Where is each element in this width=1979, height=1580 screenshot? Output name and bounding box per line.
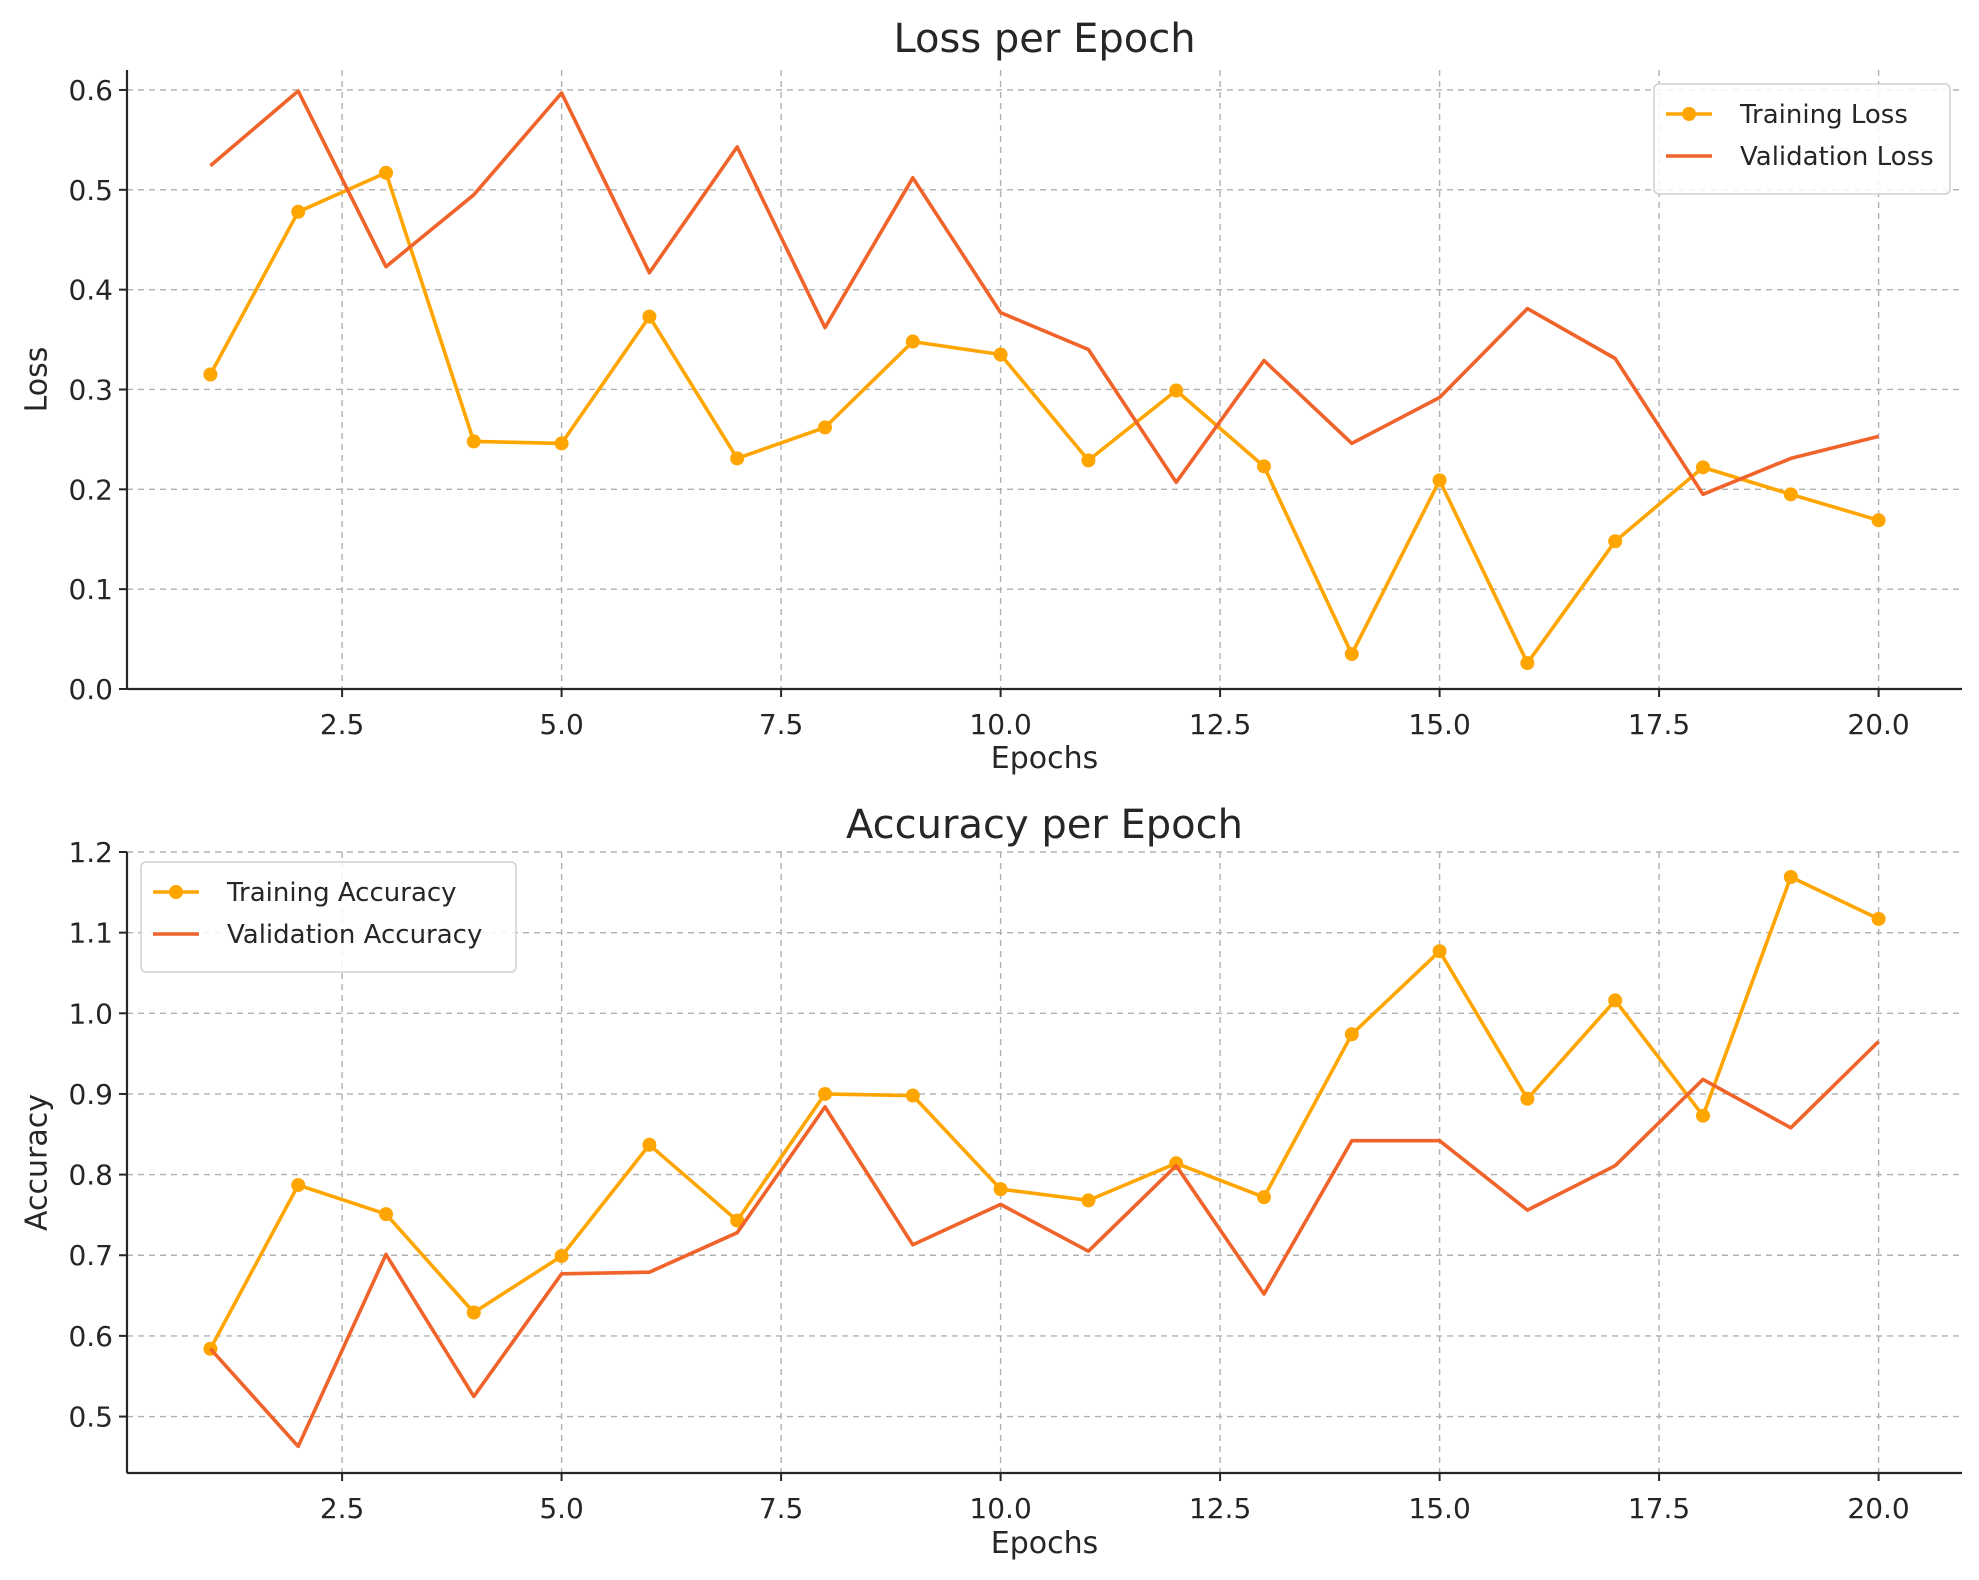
data-point bbox=[554, 436, 569, 451]
y-tick-label: 0.9 bbox=[68, 1078, 113, 1111]
y-tick-label: 0.8 bbox=[68, 1159, 113, 1192]
y-tick-label: 1.2 bbox=[68, 836, 113, 869]
data-point bbox=[1432, 944, 1447, 959]
chart-title: Accuracy per Epoch bbox=[846, 802, 1243, 848]
data-point bbox=[1695, 1108, 1710, 1123]
data-point bbox=[1256, 459, 1271, 474]
data-point bbox=[1520, 1091, 1535, 1106]
data-point bbox=[1081, 1193, 1096, 1208]
data-point bbox=[466, 1305, 481, 1320]
data-point bbox=[466, 434, 481, 449]
y-tick-label: 0.3 bbox=[68, 373, 113, 406]
x-tick-label: 17.5 bbox=[1628, 1492, 1690, 1525]
data-point bbox=[554, 1249, 569, 1264]
x-tick-label: 10.0 bbox=[969, 708, 1031, 741]
data-point bbox=[818, 1086, 833, 1101]
x-tick-label: 2.5 bbox=[320, 708, 365, 741]
data-point bbox=[291, 1178, 306, 1193]
data-point bbox=[818, 420, 833, 435]
y-tick-label: 0.6 bbox=[68, 74, 113, 107]
x-tick-label: 15.0 bbox=[1408, 1492, 1470, 1525]
data-point bbox=[1871, 513, 1886, 528]
data-point bbox=[730, 1213, 745, 1228]
data-point bbox=[993, 1182, 1008, 1197]
legend-label: Validation Loss bbox=[1740, 142, 1934, 172]
x-tick-label: 12.5 bbox=[1189, 708, 1251, 741]
data-point bbox=[379, 1207, 394, 1222]
y-tick-label: 0.0 bbox=[68, 673, 113, 706]
y-tick-label: 0.5 bbox=[68, 1401, 113, 1434]
data-point bbox=[1344, 1027, 1359, 1042]
series-validation-loss bbox=[209, 89, 1880, 497]
y-axis-label: Accuracy bbox=[20, 1094, 55, 1231]
data-point bbox=[1520, 656, 1535, 671]
legend-label: Training Accuracy bbox=[226, 878, 457, 908]
accuracy-chart: Accuracy per Epoch Epochs Accuracy 2.5 5.… bbox=[20, 802, 1962, 1561]
y-tick-label: 0.2 bbox=[68, 473, 113, 506]
legend: Training Loss Validation Loss bbox=[1653, 83, 1951, 195]
legend-swatch-marker bbox=[1682, 107, 1696, 121]
legend: Training Accuracy Validation Accuracy bbox=[140, 861, 517, 973]
y-tick-label: 0.1 bbox=[68, 573, 113, 606]
y-tick-label: 1.1 bbox=[68, 917, 113, 950]
y-tick-label: 0.7 bbox=[68, 1239, 113, 1272]
x-tick-label: 2.5 bbox=[320, 1492, 365, 1525]
y-axis-label: Loss bbox=[20, 347, 55, 413]
series-training-accuracy bbox=[203, 870, 1886, 1356]
data-point bbox=[1081, 453, 1096, 468]
x-tick-label: 5.0 bbox=[539, 1492, 584, 1525]
data-point bbox=[642, 309, 657, 324]
series-line bbox=[208, 171, 1880, 665]
series-line bbox=[209, 1040, 1880, 1449]
data-point bbox=[905, 1088, 920, 1103]
data-point bbox=[730, 451, 745, 466]
y-tick-label: 1.0 bbox=[68, 997, 113, 1030]
data-point bbox=[993, 347, 1008, 362]
x-tick-label: 20.0 bbox=[1847, 1492, 1909, 1525]
x-tick-label: 5.0 bbox=[539, 708, 584, 741]
data-point bbox=[1783, 870, 1798, 885]
legend-label: Validation Accuracy bbox=[227, 920, 482, 950]
data-point bbox=[1783, 487, 1798, 502]
data-point bbox=[379, 165, 394, 180]
y-tick-label: 0.6 bbox=[68, 1320, 113, 1353]
x-tick-label: 17.5 bbox=[1628, 708, 1690, 741]
series-validation-accuracy bbox=[209, 1040, 1880, 1449]
y-tick-label: 0.5 bbox=[68, 174, 113, 207]
chart-title: Loss per Epoch bbox=[893, 16, 1195, 62]
x-tick-label: 20.0 bbox=[1847, 708, 1909, 741]
y-tick-label: 0.4 bbox=[68, 274, 113, 307]
data-point bbox=[1256, 1190, 1271, 1205]
legend-label: Training Loss bbox=[1739, 100, 1908, 130]
data-point bbox=[1608, 993, 1623, 1008]
data-point bbox=[1871, 911, 1886, 926]
data-point bbox=[642, 1137, 657, 1152]
x-axis-label: Epochs bbox=[991, 741, 1099, 776]
data-point bbox=[1695, 460, 1710, 475]
series-line bbox=[209, 89, 1880, 497]
data-point bbox=[1344, 647, 1359, 662]
x-tick-label: 10.0 bbox=[969, 1492, 1031, 1525]
grid bbox=[127, 851, 1962, 1473]
data-point bbox=[1608, 534, 1623, 549]
series-training-loss bbox=[203, 165, 1886, 671]
data-point bbox=[1169, 383, 1184, 398]
data-point bbox=[291, 204, 306, 219]
data-point bbox=[203, 367, 218, 382]
x-tick-label: 12.5 bbox=[1189, 1492, 1251, 1525]
series-line bbox=[208, 875, 1880, 1350]
x-tick-label: 15.0 bbox=[1408, 708, 1470, 741]
legend-box bbox=[1653, 83, 1951, 195]
legend-swatch-marker bbox=[169, 885, 183, 899]
data-point bbox=[1432, 473, 1447, 488]
x-axis-label: Epochs bbox=[991, 1526, 1099, 1561]
x-tick-label: 7.5 bbox=[759, 708, 804, 741]
legend-box bbox=[140, 861, 517, 973]
x-tick-label: 7.5 bbox=[759, 1492, 804, 1525]
loss-chart: Loss per Epoch Epochs Loss 2.5 5.0 7.5 10.0… bbox=[20, 16, 1962, 776]
data-point bbox=[905, 334, 920, 349]
